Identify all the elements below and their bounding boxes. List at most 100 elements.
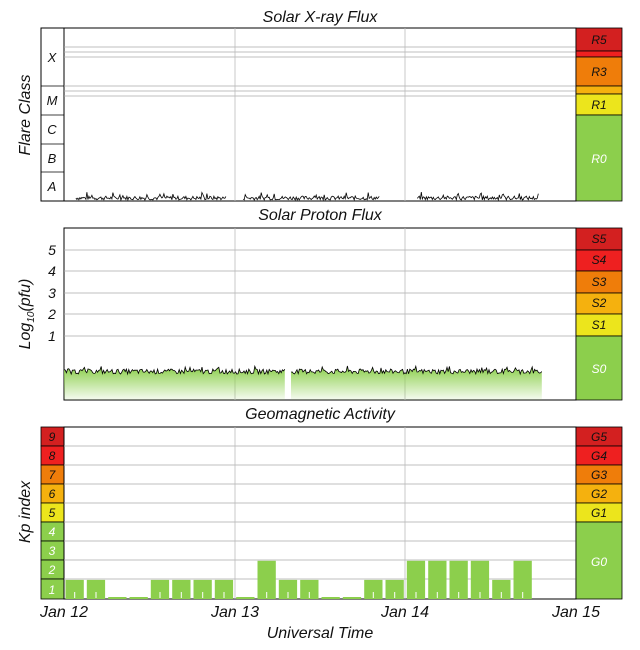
kp-bar-0 xyxy=(65,579,84,599)
xray-vgrid xyxy=(234,28,406,201)
xray-class-separators xyxy=(41,85,64,173)
xray-class-b: B xyxy=(48,151,57,166)
r0-band xyxy=(575,114,623,202)
kp-label-8: 8 xyxy=(49,449,56,463)
r4-band xyxy=(575,50,623,58)
s4-label: S4 xyxy=(592,253,607,267)
proton-tick-2: 2 xyxy=(47,306,56,322)
r0-label: R0 xyxy=(591,152,607,166)
x-axis-labels: Jan 12 Jan 13 Jan 14 Jan 15 xyxy=(39,604,600,621)
xray-flux-series xyxy=(75,191,539,202)
kp-label-2: 2 xyxy=(48,563,56,577)
kp-bar-1 xyxy=(86,579,106,599)
kp-bar-11 xyxy=(300,579,319,599)
kp-label-6: 6 xyxy=(49,487,56,501)
kp-label-9: 9 xyxy=(49,430,56,444)
g-scale: G5 G4 G3 G2 G1 G0 xyxy=(575,426,623,600)
xray-class-labels: X M C B A xyxy=(47,50,58,194)
proton-hgrid xyxy=(64,249,576,337)
x-axis-title: Universal Time xyxy=(267,625,374,642)
xray-class-m: M xyxy=(47,93,58,108)
kp-level-column xyxy=(40,426,65,600)
x-tick-jan13: Jan 13 xyxy=(210,604,259,621)
kp-bar-13 xyxy=(342,597,362,599)
kp-bar-6 xyxy=(193,579,212,599)
s0-label: S0 xyxy=(592,362,607,376)
r3-label: R3 xyxy=(591,65,607,79)
kp-bar-9 xyxy=(257,560,276,599)
proton-tick-1: 1 xyxy=(48,328,56,344)
kp-vgrid xyxy=(234,427,406,599)
kp-bar-19 xyxy=(470,560,490,599)
kp-bar-21 xyxy=(513,560,532,599)
g5-label: G5 xyxy=(591,430,607,444)
proton-flux-line-0 xyxy=(63,364,286,376)
xray-class-x: X xyxy=(47,50,58,65)
kp-bar-14 xyxy=(364,579,383,599)
g0-band xyxy=(575,521,623,600)
s-scale: S5 S4 S3 S2 S1 S0 xyxy=(575,227,623,401)
xray-ylabel: Flare Class xyxy=(17,75,34,156)
kp-bar-20 xyxy=(492,579,511,599)
kp-panel: Geomagnetic Activity Kp index 9 8 7 6 5 … xyxy=(17,406,623,642)
kp-bar-series xyxy=(65,560,532,599)
xray-panel: Solar X-ray Flux Flare Class X M C B A xyxy=(17,9,623,202)
proton-tick-3: 3 xyxy=(48,285,56,301)
kp-label-3: 3 xyxy=(49,544,56,558)
xray-plot-area xyxy=(63,27,577,202)
kp-hgrid xyxy=(64,445,576,580)
kp-bar-8 xyxy=(236,597,255,599)
kp-label-4: 4 xyxy=(49,525,56,539)
kp-plot-area xyxy=(63,426,577,600)
kp-label-7: 7 xyxy=(49,468,57,482)
x-tick-jan12: Jan 12 xyxy=(39,604,88,621)
xray-hgrid xyxy=(64,46,576,97)
g3-label: G3 xyxy=(591,468,607,482)
s3-label: S3 xyxy=(592,275,607,289)
x-tick-jan14: Jan 14 xyxy=(380,604,429,621)
g4-label: G4 xyxy=(591,449,607,463)
proton-title: Solar Proton Flux xyxy=(258,207,383,224)
xray-flux-segment-1 xyxy=(242,192,380,202)
xray-flux-segment-0 xyxy=(75,191,227,202)
proton-tick-4: 4 xyxy=(48,263,56,279)
proton-vgrid xyxy=(234,228,406,400)
s5-label: S5 xyxy=(592,232,607,246)
proton-flux-area-0 xyxy=(64,366,285,400)
r2-band xyxy=(575,85,623,95)
proton-flux-line-1 xyxy=(290,364,543,376)
kp-ylabel: Kp index xyxy=(17,480,34,543)
s0-band xyxy=(575,335,623,401)
kp-bar-17 xyxy=(428,560,447,599)
r5-label: R5 xyxy=(591,33,607,47)
proton-flux-area-1 xyxy=(291,366,542,400)
r-scale: R5 R3 R1 R0 xyxy=(575,27,623,202)
xray-flux-segment-2 xyxy=(416,192,539,202)
r3-band xyxy=(575,56,623,87)
kp-level-labels: 9 8 7 6 5 4 3 2 1 xyxy=(48,430,57,597)
kp-bar-2 xyxy=(108,597,127,599)
proton-ylabel: Log10(pfu) xyxy=(17,279,37,350)
xray-title: Solar X-ray Flux xyxy=(263,9,379,26)
kp-bar-7 xyxy=(214,579,234,599)
g2-label: G2 xyxy=(591,487,607,501)
proton-panel: Solar Proton Flux Log10(pfu) 5 4 3 2 1 xyxy=(17,207,623,401)
kp-bar-5 xyxy=(172,579,191,599)
proton-y-ticks: 5 4 3 2 1 xyxy=(47,242,56,344)
s1-label: S1 xyxy=(592,318,607,332)
xray-class-a: A xyxy=(47,179,57,194)
xray-class-c: C xyxy=(47,122,57,137)
x-tick-jan15: Jan 15 xyxy=(551,604,600,621)
kp-title: Geomagnetic Activity xyxy=(245,406,396,423)
g1-label: G1 xyxy=(591,506,607,520)
proton-flux-series xyxy=(63,364,543,400)
proton-tick-5: 5 xyxy=(48,242,56,258)
r1-label: R1 xyxy=(591,98,606,112)
g0-label: G0 xyxy=(591,555,607,569)
kp-bar-3 xyxy=(129,597,148,599)
kp-bar-15 xyxy=(385,579,404,599)
kp-label-1: 1 xyxy=(49,583,56,597)
kp-bar-10 xyxy=(278,579,298,599)
kp-bar-16 xyxy=(406,560,426,599)
